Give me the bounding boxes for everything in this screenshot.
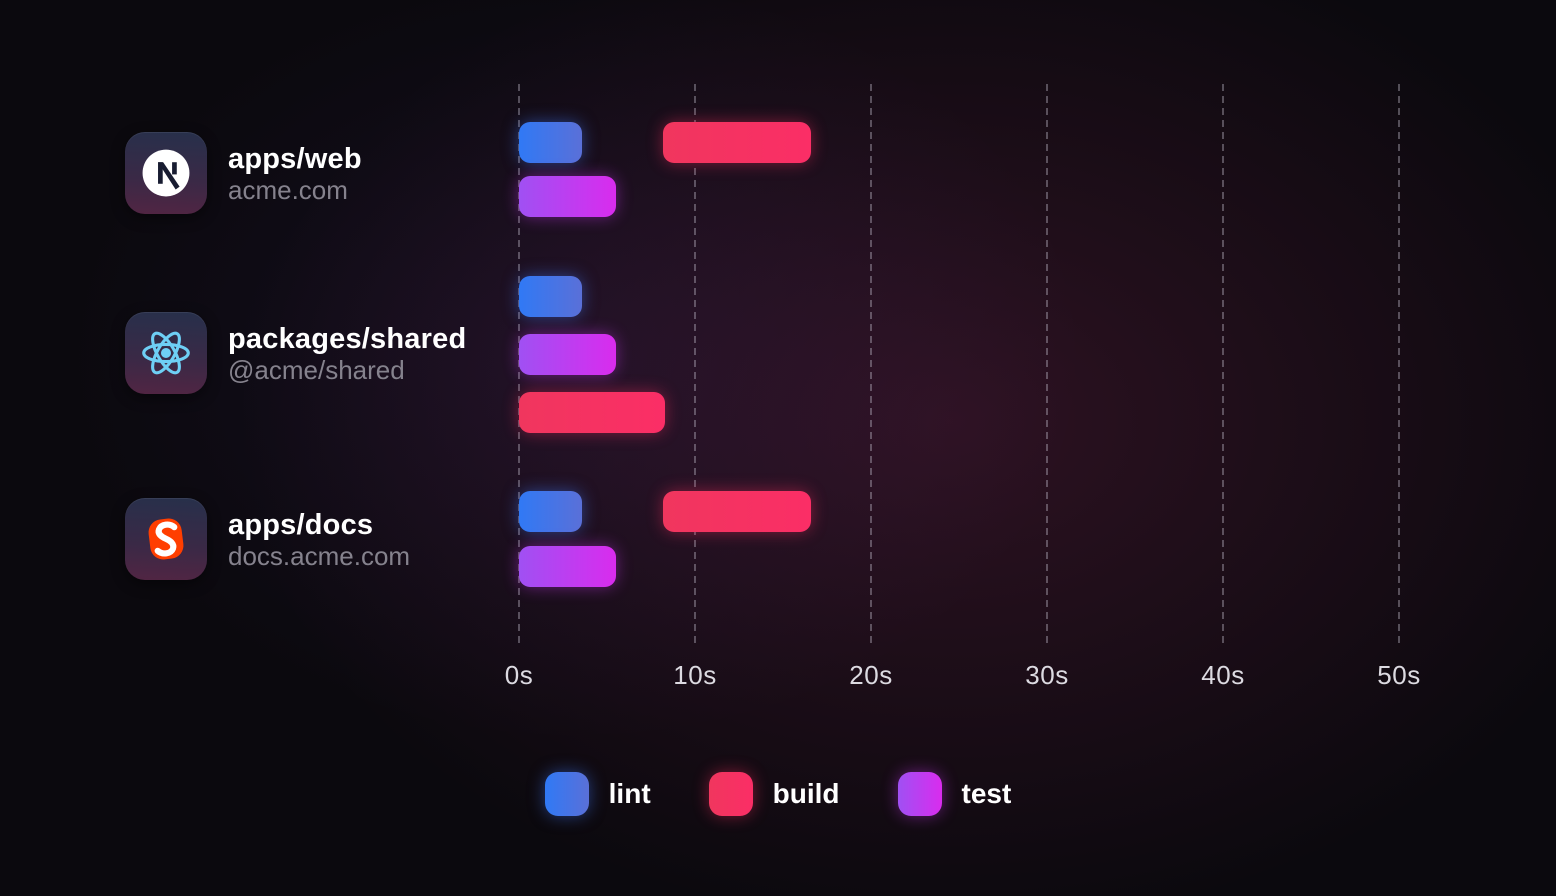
task-bar-apps-web-build[interactable] xyxy=(663,122,812,163)
package-name-apps-web: apps/web xyxy=(228,143,362,175)
task-bar-apps-web-test[interactable] xyxy=(519,176,616,217)
axis-tick-label: 30s xyxy=(1025,660,1069,690)
gridline-30s xyxy=(1046,84,1048,643)
gridline-50s xyxy=(1398,84,1400,643)
axis-tick-label: 20s xyxy=(849,660,893,690)
task-bar-apps-web-lint[interactable] xyxy=(519,122,583,163)
legend-item-lint[interactable]: lint xyxy=(544,772,651,816)
package-subtitle-packages-shared: @acme/shared xyxy=(228,355,405,385)
task-bar-apps-docs-build[interactable] xyxy=(663,491,812,532)
axis-tick-label: 0s xyxy=(504,660,534,690)
legend-swatch-test xyxy=(897,772,942,816)
task-bar-apps-docs-test[interactable] xyxy=(519,546,616,587)
package-name-apps-docs: apps/docs xyxy=(228,509,374,541)
task-bar-apps-docs-lint[interactable] xyxy=(519,491,583,532)
legend-item-test[interactable]: test xyxy=(897,772,1012,816)
task-bar-packages-shared-lint[interactable] xyxy=(519,276,583,317)
legend-swatch-lint xyxy=(544,772,589,816)
gridline-20s xyxy=(870,84,872,643)
legend-label-lint: lint xyxy=(608,778,651,809)
package-subtitle-apps-web: acme.com xyxy=(228,175,348,205)
legend: lint build test xyxy=(0,772,1556,816)
task-bar-packages-shared-test[interactable] xyxy=(519,334,616,375)
gridline-10s xyxy=(694,84,696,643)
package-tile-apps-web[interactable] xyxy=(125,132,207,214)
legend-item-build[interactable]: build xyxy=(708,772,840,816)
axis-tick-label: 10s xyxy=(673,660,717,690)
package-name-packages-shared: packages/shared xyxy=(228,323,467,355)
legend-label-test: test xyxy=(961,778,1012,809)
react-icon xyxy=(142,331,190,375)
gridline-40s xyxy=(1222,84,1224,643)
legend-swatch-build xyxy=(708,772,753,816)
task-bar-packages-shared-build[interactable] xyxy=(519,392,666,433)
axis-tick-label: 50s xyxy=(1377,660,1421,690)
package-subtitle-apps-docs: docs.acme.com xyxy=(228,541,411,571)
nextjs-icon xyxy=(142,149,190,197)
axis-tick-label: 40s xyxy=(1201,660,1245,690)
package-tile-packages-shared[interactable] xyxy=(125,312,207,394)
package-tile-apps-docs[interactable] xyxy=(125,498,207,580)
svelte-icon xyxy=(148,518,184,560)
legend-label-build: build xyxy=(772,778,840,809)
